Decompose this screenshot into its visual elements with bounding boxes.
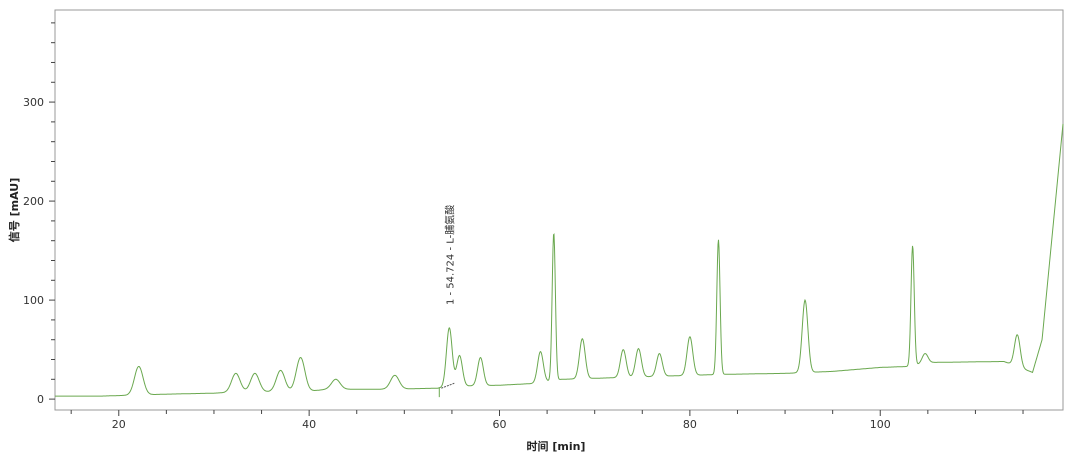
plot-frame bbox=[54, 9, 1064, 411]
y-tick-label: 200 bbox=[23, 195, 44, 208]
integration-baseline bbox=[441, 382, 455, 389]
x-tick-label: 60 bbox=[493, 418, 507, 431]
x-tick-label: 80 bbox=[683, 418, 697, 431]
x-tick-label: 40 bbox=[302, 418, 316, 431]
x-tick-label: 100 bbox=[870, 418, 891, 431]
y-tick-label: 300 bbox=[23, 96, 44, 109]
signal-trace bbox=[55, 123, 1064, 397]
y-axis-label: 信号 [mAU] bbox=[7, 178, 21, 242]
y-tick-label: 100 bbox=[23, 294, 44, 307]
peak-annotation: 1 - 54.724 - L-脯氨酸 bbox=[443, 205, 456, 305]
x-axis-label: 时间 [min] bbox=[527, 439, 586, 453]
y-tick-label: 0 bbox=[37, 393, 44, 406]
x-tick-label: 20 bbox=[112, 418, 126, 431]
